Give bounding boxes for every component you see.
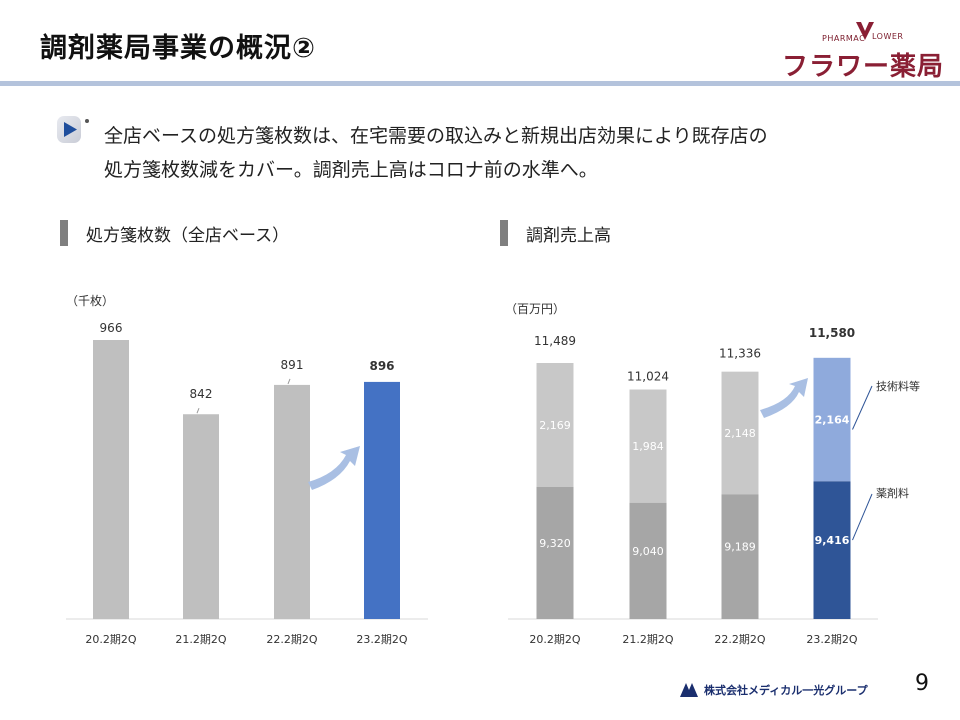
lead-text: 全店ベースの処方箋枚数は、在宅需要の取込みと新規出店効果により既存店の 処方箋枚… — [104, 119, 768, 187]
total-label: 11,024 — [627, 370, 669, 384]
stacked-bar-segment-tech — [629, 389, 667, 503]
label-leader — [196, 408, 200, 414]
logo-wordmark: フラワー薬局 — [782, 52, 945, 82]
left-unit-label: （千枚） — [66, 294, 115, 308]
page-number: 9 — [915, 671, 929, 696]
growth-arrow — [760, 378, 808, 418]
x-tick-label: 22.2期2Q — [266, 633, 317, 646]
x-tick-label: 21.2期2Q — [175, 633, 226, 646]
data-label: 966 — [100, 321, 123, 335]
x-tick-label: 20.2期2Q — [529, 633, 580, 646]
flower-pharmacy-logo: PHARMAC LOWER フラワー薬局 — [782, 20, 943, 82]
segment-label: 2,169 — [539, 419, 571, 432]
company-mark-icon — [680, 683, 698, 697]
segment-label: 9,189 — [724, 541, 756, 554]
x-tick-label: 22.2期2Q — [714, 633, 765, 646]
stacked-bar-segment-drug — [813, 481, 851, 619]
heading-marker — [60, 220, 68, 246]
lead-line-1: 全店ベースの処方箋枚数は、在宅需要の取込みと新規出店効果により既存店の — [104, 125, 768, 147]
label-leader — [287, 378, 291, 385]
growth-arrow — [308, 446, 360, 490]
title-divider — [0, 81, 960, 86]
legend-label-tech: 技術料等 — [876, 379, 920, 393]
bar — [183, 414, 219, 619]
play-bullet-icon — [57, 116, 81, 143]
logo-subtext-left: PHARMAC — [822, 34, 866, 43]
stacked-bar-segment-tech — [721, 371, 759, 495]
bullet-dot — [85, 119, 89, 123]
segment-label: 1,984 — [632, 440, 664, 453]
logo-subtext-right: LOWER — [872, 32, 904, 41]
data-label: 891 — [281, 358, 304, 372]
x-tick-label: 23.2期2Q — [806, 633, 857, 646]
data-label: 842 — [190, 387, 213, 401]
stacked-bar-segment-tech — [536, 363, 574, 487]
footer-company-logo: 株式会社メディカル一光グループ — [680, 680, 868, 700]
right-section-heading: 調剤売上高 — [500, 220, 611, 246]
stacked-bar-segment-tech — [813, 357, 851, 482]
flower-v-icon — [856, 22, 874, 40]
right-heading-text: 調剤売上高 — [526, 225, 611, 246]
segment-label: 9,040 — [632, 545, 664, 558]
stacked-bar-segment-drug — [721, 494, 759, 619]
bar — [274, 384, 310, 619]
data-label: 896 — [369, 359, 394, 373]
x-tick-label: 23.2期2Q — [356, 633, 407, 646]
stacked-bar-segment-drug — [629, 502, 667, 619]
legend-leader-tech — [852, 385, 873, 430]
segment-label: 9,320 — [539, 537, 571, 550]
bar — [93, 340, 129, 619]
stacked-bar-segment-drug — [536, 486, 574, 619]
x-tick-label: 21.2期2Q — [622, 633, 673, 646]
left-heading-text: 処方箋枚数（全店ベース） — [86, 225, 290, 246]
total-label: 11,336 — [719, 347, 761, 361]
segment-label: 9,416 — [815, 534, 850, 547]
bar — [364, 381, 400, 619]
total-label: 11,580 — [809, 326, 855, 340]
left-section-heading: 処方箋枚数（全店ベース） — [60, 220, 289, 246]
segment-label: 2,148 — [724, 427, 756, 440]
page-title: 調剤薬局事業の概況② — [40, 33, 316, 64]
total-label: 11,489 — [534, 334, 576, 348]
segment-label: 2,164 — [815, 414, 850, 427]
footer-company-name: 株式会社メディカル一光グループ — [704, 684, 868, 697]
x-tick-label: 20.2期2Q — [85, 633, 136, 646]
heading-marker — [500, 220, 508, 246]
right-unit-label: （百万円） — [505, 302, 566, 316]
legend-leader-drug — [852, 493, 873, 541]
lead-line-2: 処方箋枚数減をカバー。調剤売上高はコロナ前の水準へ。 — [104, 159, 598, 181]
legend-label-drug: 薬剤料 — [876, 486, 909, 500]
